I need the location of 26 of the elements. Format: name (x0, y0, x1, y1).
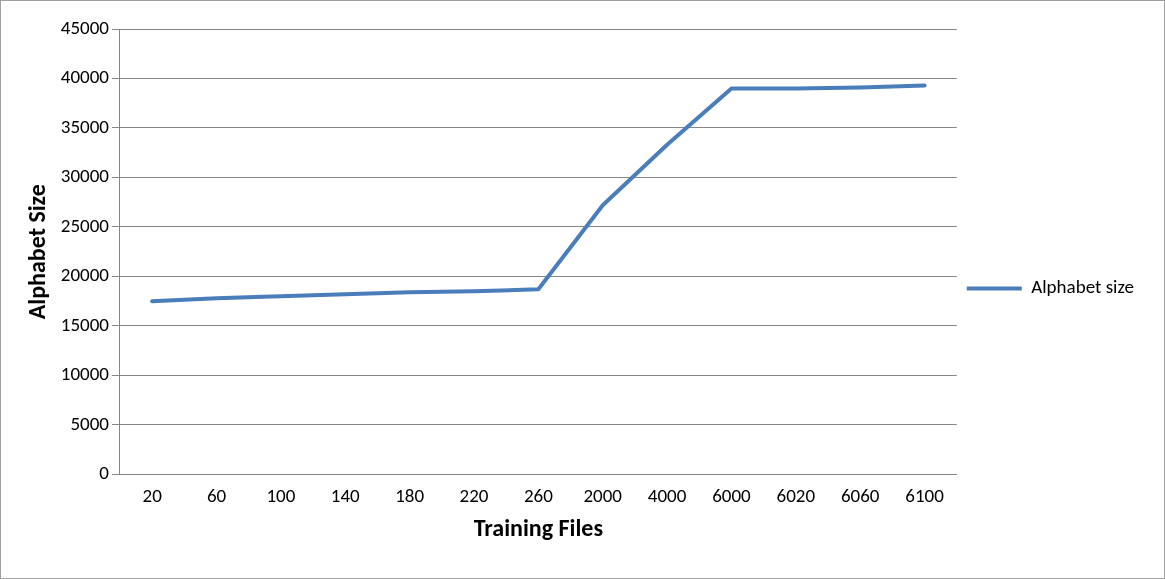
y-tick-label: 15000 (60, 312, 110, 336)
x-tick-label: 6100 (905, 483, 945, 507)
y-tick-label: 30000 (60, 164, 110, 188)
y-axis-title: Alphabet Size (22, 184, 52, 320)
x-tick-label: 6060 (840, 483, 880, 507)
x-tick-label: 140 (330, 483, 361, 507)
y-tick-label: 35000 (60, 114, 110, 138)
x-tick-label: 220 (459, 483, 489, 507)
y-tick-label: 45000 (60, 15, 110, 39)
y-tick-label: 25000 (60, 213, 110, 237)
x-tick-label: 60 (206, 483, 227, 507)
x-tick-label: 4000 (647, 483, 687, 507)
x-tick-label: 100 (266, 483, 296, 507)
y-tick-label: 20000 (60, 263, 110, 287)
x-tick-label: 20 (142, 483, 163, 507)
y-tick-label: 5000 (70, 411, 110, 435)
x-tick-label: 260 (523, 483, 554, 507)
x-tick-label: 180 (395, 483, 425, 507)
y-tick-label: 10000 (60, 362, 110, 386)
x-axis-title: Training Files (473, 512, 604, 542)
x-tick-label: 2000 (583, 483, 623, 507)
y-tick-label: 40000 (60, 65, 110, 89)
legend-label: Alphabet size (1031, 275, 1135, 299)
x-tick-label: 6020 (776, 483, 816, 507)
x-tick-label: 6000 (712, 483, 752, 507)
y-tick-label: 0 (99, 461, 110, 485)
